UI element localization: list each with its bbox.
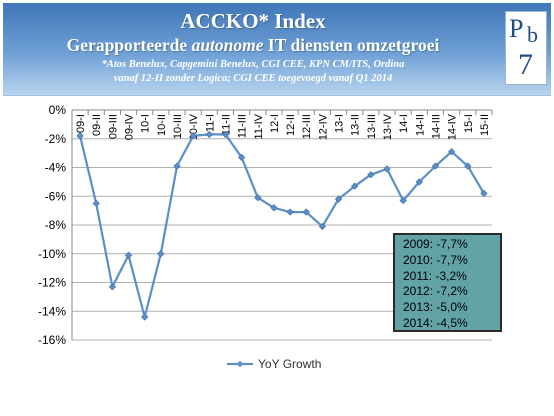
data-point-marker: [318, 222, 327, 231]
x-tick-label: 09-I: [75, 114, 87, 133]
x-tick-label: 10-I: [140, 114, 152, 133]
data-point-marker: [108, 283, 117, 291]
data-point-marker: [173, 162, 181, 170]
stats-line-2011: 2011: -3,2%: [403, 268, 467, 283]
footnote-line-2: vanaf 12-II zonder Logica; CGI CEE toege…: [113, 73, 393, 84]
x-tick-label: 15-II: [479, 114, 491, 136]
x-tick-label: 10-II: [156, 114, 168, 136]
x-tick-label: 14-I: [398, 114, 410, 133]
data-point-marker: [383, 165, 391, 173]
x-tick-label: 13-II: [350, 114, 362, 136]
chart-title: ACCKO* Index: [180, 9, 326, 33]
data-point-marker: [334, 195, 343, 203]
data-point-marker: [480, 189, 488, 197]
data-point-marker: [157, 250, 165, 258]
subtitle-part-1: Gerapporteerde: [66, 35, 192, 55]
data-point-marker: [221, 130, 230, 139]
pb7-logo: P b 7: [505, 11, 547, 85]
data-point-marker: [286, 208, 294, 216]
x-tick-label: 15-I: [463, 114, 475, 133]
stats-line-2014: 2014: -4,5%: [403, 315, 468, 330]
stats-line-2012: 2012: -7,2%: [403, 284, 468, 299]
x-tick-label: 13-IV: [382, 113, 394, 140]
x-tick-label: 09-II: [91, 114, 103, 136]
y-tick-label: -10%: [38, 247, 66, 261]
x-tick-label: 09-III: [107, 114, 119, 139]
x-tick-label: 10-IV: [188, 113, 200, 140]
data-point-marker: [447, 148, 456, 156]
x-tick-label: 14-III: [430, 114, 442, 139]
data-point-marker: [302, 208, 310, 216]
data-point-marker: [141, 313, 149, 321]
x-tick-label: 13-III: [366, 114, 378, 139]
x-tick-label: 10-III: [172, 114, 184, 139]
x-tick-label: 14-II: [414, 114, 426, 136]
subtitle-part-2: IT diensten omzetgroei: [263, 35, 440, 55]
x-tick-label: 13-I: [334, 114, 346, 133]
data-point-marker: [189, 132, 197, 140]
x-tick-label: 11-IV: [253, 113, 265, 139]
data-point-marker: [415, 178, 423, 186]
x-tick-label: 11-I: [204, 114, 216, 132]
x-tick-label: 11-III: [237, 114, 249, 138]
stats-line-2013: 2013: -5,0%: [403, 300, 468, 315]
data-point-marker: [205, 130, 213, 139]
chart-subtitle: Gerapporteerde autonome IT diensten omze…: [3, 35, 503, 56]
x-tick-label: 11-II: [220, 114, 232, 135]
data-point-marker: [270, 204, 278, 212]
x-tick-label: 12-I: [269, 114, 281, 133]
logo-letter-3: 7: [518, 48, 533, 81]
logo-letter-1: P: [509, 14, 524, 43]
data-point-marker: [124, 251, 133, 259]
logo-letter-2: b: [527, 22, 538, 47]
y-tick-label: -2%: [45, 132, 67, 146]
y-tick-label: 0%: [49, 103, 67, 117]
x-tick-label: 14-IV: [447, 113, 459, 140]
data-point-marker: [367, 171, 375, 179]
legend-label: YoY Growth: [258, 357, 321, 371]
footnote-line-1: *Atos Benelux, Capgemini Benelux, CGI CE…: [101, 59, 405, 70]
data-point-marker: [76, 132, 84, 140]
data-point-marker: [92, 199, 100, 208]
data-point-marker: [464, 162, 472, 170]
y-tick-label: -6%: [45, 189, 67, 203]
data-point-marker: [351, 182, 359, 190]
x-tick-label: 09-IV: [124, 113, 136, 140]
data-point-marker: [254, 194, 262, 202]
y-tick-label: -14%: [38, 304, 66, 318]
chart-header: ACCKO* Index Gerapporteerde autonome IT …: [3, 3, 551, 96]
y-tick-label: -8%: [45, 218, 67, 232]
x-tick-label: 12-III: [301, 114, 313, 139]
y-tick-label: -4%: [45, 161, 67, 175]
yearly-stats-box: 2009: -7,7% 2010: -7,7% 2011: -3,2% 2012…: [393, 233, 502, 332]
data-point-marker: [399, 196, 407, 205]
series-line: [79, 133, 485, 319]
x-tick-label: 12-IV: [317, 113, 329, 140]
stats-line-2009: 2009: -7,7%: [403, 237, 468, 251]
legend-marker-swatch: [236, 360, 244, 368]
stats-line-2010: 2010: -7,7%: [403, 252, 468, 267]
y-tick-label: -16%: [38, 333, 66, 347]
data-point-marker: [237, 153, 246, 162]
x-tick-label: 12-II: [285, 114, 297, 136]
y-tick-label: -12%: [38, 276, 66, 290]
data-point-marker: [431, 162, 440, 170]
subtitle-emphasis: autonome: [191, 35, 264, 55]
